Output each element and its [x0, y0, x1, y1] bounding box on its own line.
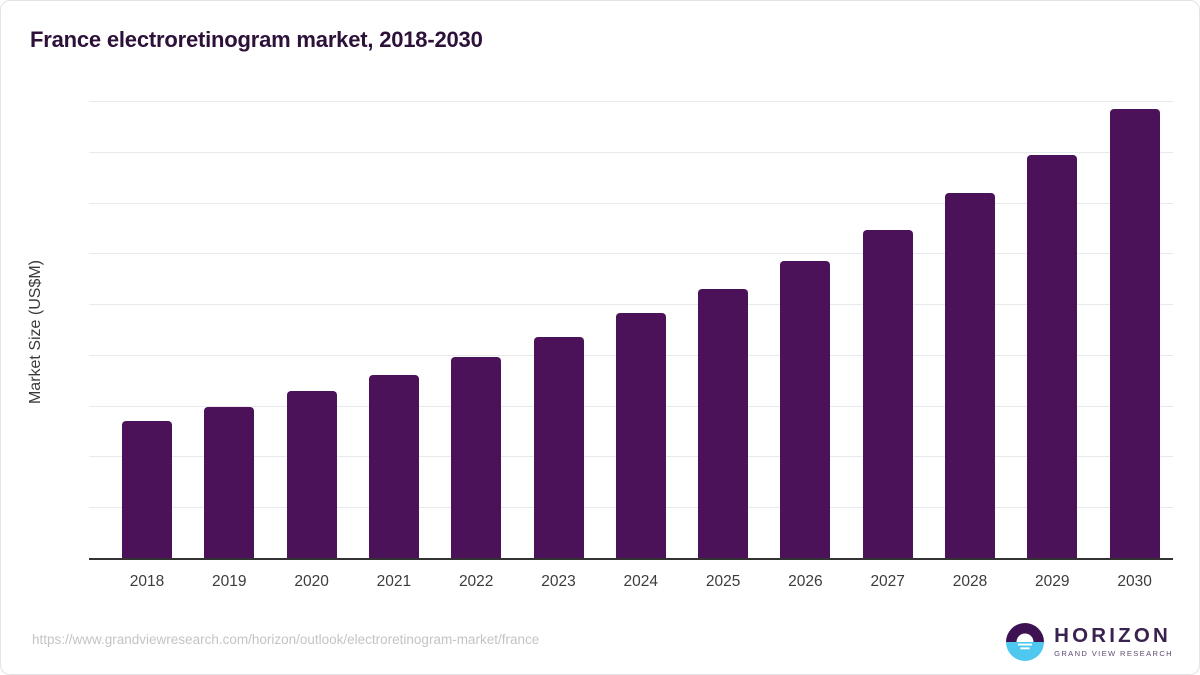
bar[interactable] — [204, 406, 255, 558]
page-title: France electroretinogram market, 2018-20… — [30, 27, 483, 52]
gridline — [89, 101, 1173, 102]
gridline — [89, 151, 1173, 153]
bar-column — [615, 313, 666, 558]
x-axis-tick-label: 2020 — [294, 573, 329, 590]
bar-column — [1109, 109, 1160, 558]
bar-column — [368, 375, 419, 558]
bar-series: 2018 2019 2020 2021 2022 2023 2024 2025 2026 2027… — [89, 101, 1173, 590]
bar[interactable] — [862, 229, 913, 558]
bar-column — [286, 391, 337, 558]
bar[interactable] — [1027, 154, 1078, 558]
bar-column — [204, 406, 255, 558]
x-axis-tick-label: 2018 — [129, 573, 165, 590]
bar-column — [1027, 154, 1078, 558]
x-axis-tick-label: 2029 — [1035, 573, 1070, 590]
logo-tagline: GRAND VIEW RESEARCH — [1054, 648, 1173, 658]
plot-area: Market Size (US$M) 051015202530354045 20… — [27, 101, 1173, 590]
x-axis-tick-label: 2028 — [952, 573, 988, 590]
bar-column — [698, 288, 749, 558]
bar[interactable] — [615, 313, 666, 558]
x-axis-tick-label: 2027 — [870, 573, 905, 590]
horizon-logo-icon — [1005, 622, 1045, 662]
x-axis-tick-label: 2030 — [1117, 573, 1152, 590]
bar[interactable] — [122, 420, 172, 558]
x-axis-tick-label: 2023 — [541, 573, 576, 590]
gridline — [89, 253, 1173, 255]
x-axis-tick-label: 2026 — [788, 573, 823, 590]
bar[interactable] — [533, 336, 584, 558]
bar-column — [945, 193, 995, 558]
bar[interactable] — [451, 356, 502, 558]
x-axis-tick-label: 2025 — [705, 573, 741, 590]
bar-column — [533, 336, 584, 558]
bar-column — [451, 356, 502, 558]
bar[interactable] — [698, 288, 749, 558]
x-axis-line — [89, 558, 1173, 560]
horizon-logo-text: HORIZON GRAND VIEW RESEARCH — [1054, 626, 1173, 657]
bar[interactable] — [368, 375, 419, 558]
bar-column — [780, 261, 831, 558]
x-axis-tick-label: 2024 — [623, 573, 659, 590]
x-axis-tick-label: 2022 — [458, 573, 494, 590]
bar[interactable] — [945, 193, 995, 558]
gridline — [89, 304, 1173, 306]
horizon-logo[interactable]: HORIZON GRAND VIEW RESEARCH — [1005, 620, 1173, 664]
bar-column — [122, 420, 172, 558]
bar[interactable] — [286, 391, 337, 558]
x-axis-tick-label: 2021 — [376, 573, 412, 590]
source-url[interactable]: https://www.grandviewresearch.com/horizo… — [32, 632, 540, 647]
y-axis-title: Market Size (US$M) — [27, 259, 44, 405]
logo-wordmark: HORIZON — [1054, 624, 1172, 648]
bar[interactable] — [1109, 109, 1160, 558]
gridline — [89, 202, 1173, 204]
x-axis-tick-label: 2019 — [212, 573, 247, 590]
bar[interactable] — [780, 261, 831, 558]
bar-column — [862, 229, 913, 558]
